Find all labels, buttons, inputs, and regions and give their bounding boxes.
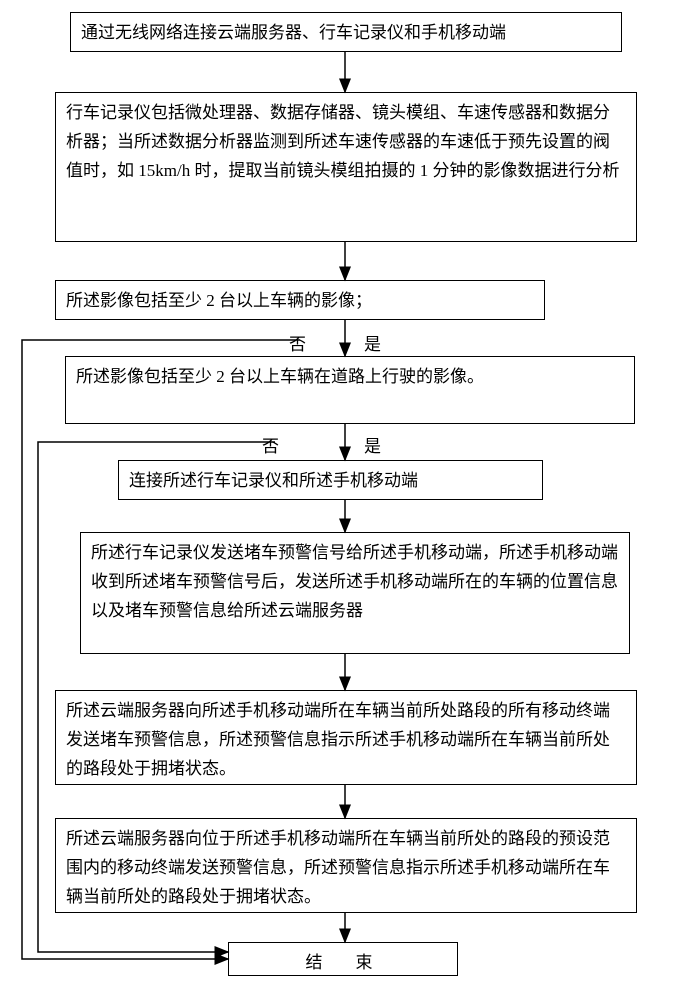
node-server-broadcast: 所述云端服务器向所述手机移动端所在车辆当前所处路段的所有移动终端发送堵车预警信息…	[55, 690, 637, 785]
node-send-warning: 所述行车记录仪发送堵车预警信号给所述手机移动端，所述手机移动端收到所述堵车预警信…	[80, 532, 630, 654]
node-decision-on-road: 所述影像包括至少 2 台以上车辆在道路上行驶的影像。	[65, 356, 635, 424]
decision2-no-label: 否	[260, 432, 281, 457]
node-end: 结 束	[228, 942, 458, 976]
node-connect-recorder: 连接所述行车记录仪和所述手机移动端	[118, 460, 543, 500]
node-recorder-components: 行车记录仪包括微处理器、数据存储器、镜头模组、车速传感器和数据分析器；当所述数据…	[55, 92, 637, 242]
node-connect-cloud: 通过无线网络连接云端服务器、行车记录仪和手机移动端	[70, 12, 622, 52]
decision1-yes-label: 是	[362, 330, 383, 355]
node-server-range: 所述云端服务器向位于所述手机移动端所在车辆当前所处的路段的预设范围内的移动终端发…	[55, 818, 637, 913]
decision2-yes-label: 是	[362, 432, 383, 457]
node-decision-2-vehicles: 所述影像包括至少 2 台以上车辆的影像；	[55, 280, 545, 320]
decision1-no-label: 否	[287, 330, 308, 355]
